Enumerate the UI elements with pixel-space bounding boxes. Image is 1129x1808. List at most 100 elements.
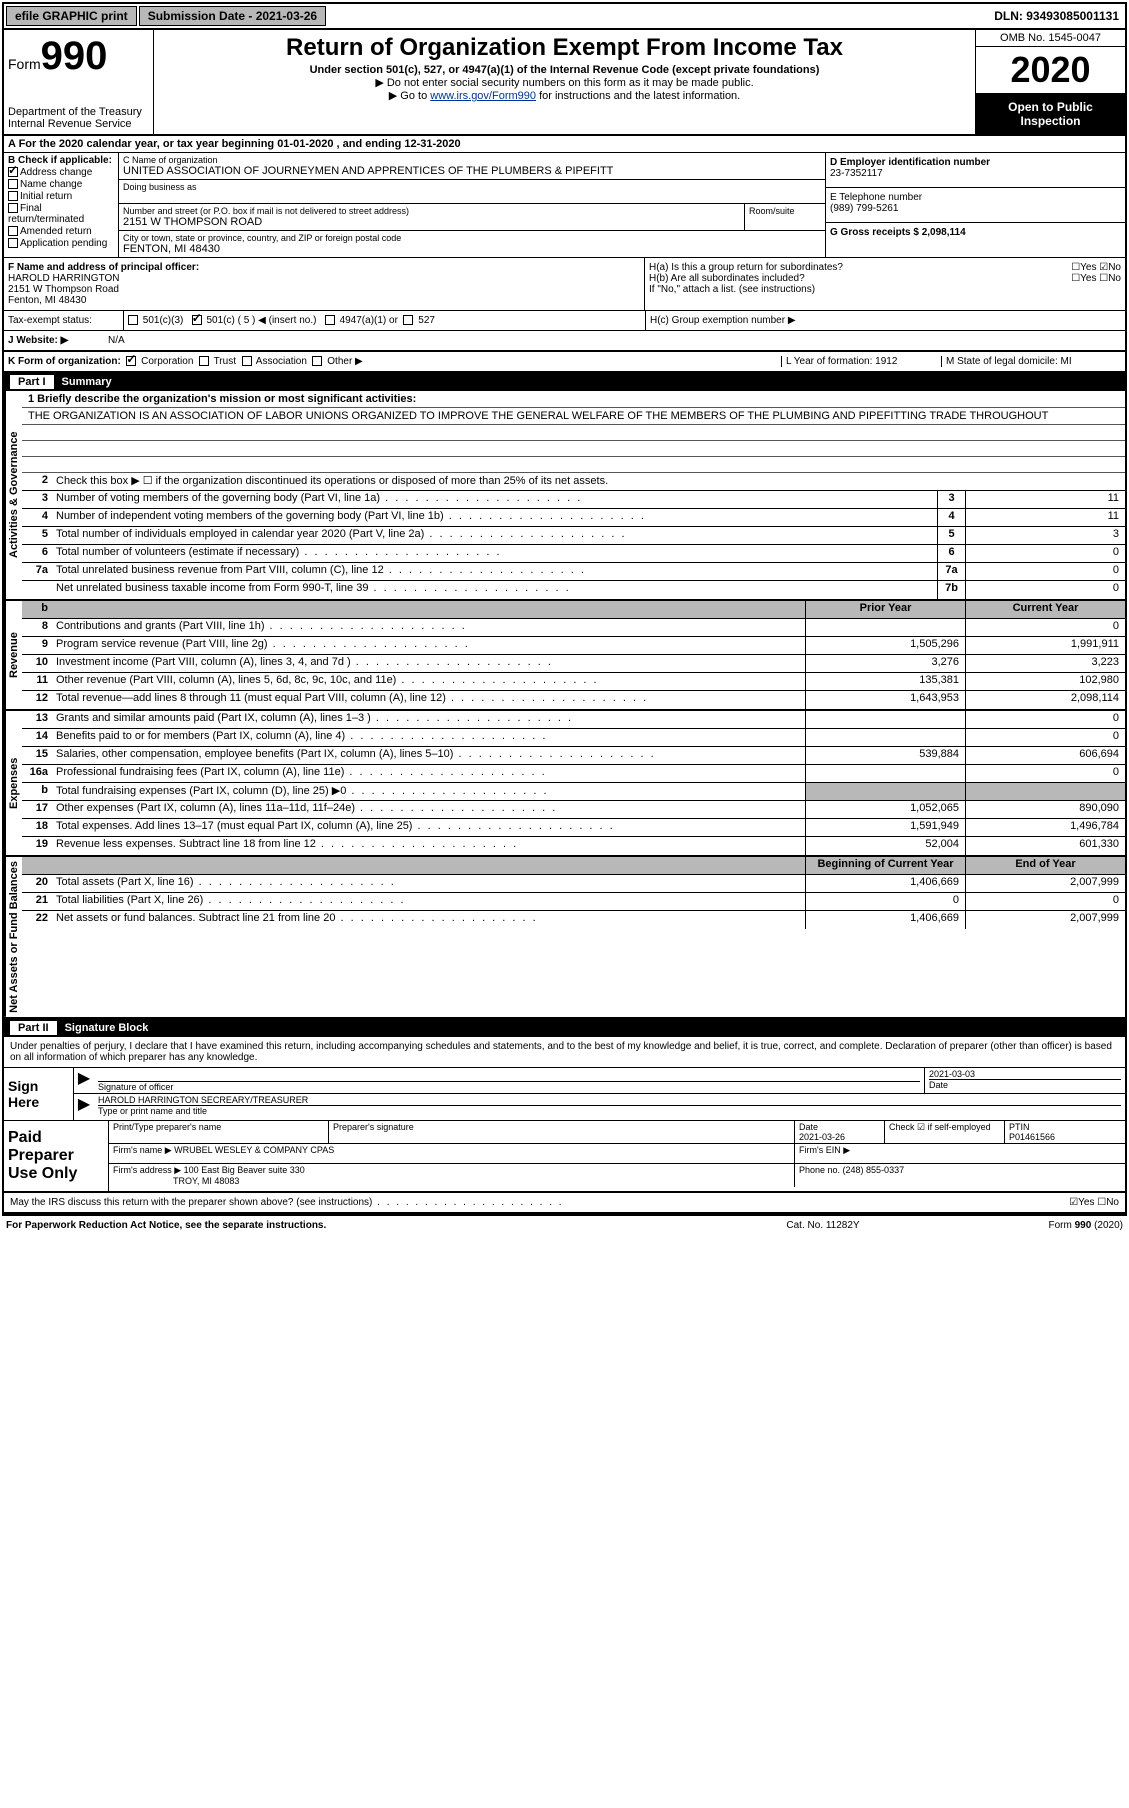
checkbox-icon[interactable] <box>8 191 18 201</box>
arrow-icon: ▶ <box>74 1094 94 1117</box>
checkbox-icon[interactable] <box>8 167 18 177</box>
paid-preparer-label: Paid Preparer Use Only <box>4 1121 109 1191</box>
prep-name-cell: Print/Type preparer's name <box>109 1121 329 1143</box>
ha-label: H(a) Is this a group return for subordin… <box>649 262 1071 273</box>
state-domicile: M State of legal domicile: MI <box>941 356 1121 367</box>
prep-sig-cell: Preparer's signature <box>329 1121 795 1143</box>
part-ii-title: Signature Block <box>65 1022 149 1034</box>
mission-blank-1 <box>22 425 1125 441</box>
signature-line-2: ▶ HAROLD HARRINGTON SECREARY/TREASURER T… <box>74 1094 1125 1117</box>
firm-addr-cell: Firm's address ▶ 100 East Big Beaver sui… <box>109 1164 795 1187</box>
ha-answer: ☐Yes ☑No <box>1071 262 1121 273</box>
prior-year-header: Prior Year <box>805 601 965 618</box>
part-i-header: Part I Summary <box>4 373 1125 391</box>
officer-name: HAROLD HARRINGTON <box>8 273 120 284</box>
street-label: Number and street (or P.O. box if mail i… <box>123 206 740 216</box>
korg-label: K Form of organization: <box>8 356 121 367</box>
check-address-change: Address change <box>8 167 114 178</box>
sig-officer-label: Signature of officer <box>98 1081 920 1092</box>
beginning-header: Beginning of Current Year <box>805 857 965 874</box>
name-address-col: C Name of organization UNITED ASSOCIATIO… <box>119 153 825 257</box>
exp-line: 13Grants and similar amounts paid (Part … <box>22 711 1125 729</box>
penalties-text: Under penalties of perjury, I declare th… <box>4 1037 1125 1067</box>
sig-officer-field: Signature of officer <box>94 1068 925 1093</box>
sign-body: ▶ Signature of officer 2021-03-03 Date ▶… <box>74 1068 1125 1120</box>
form-header: Form990 Department of the Treasury Inter… <box>4 30 1125 136</box>
part-ii-num: Part II <box>10 1021 57 1035</box>
officer-cell: F Name and address of principal officer:… <box>4 258 645 310</box>
header-right: OMB No. 1545-0047 2020 Open to Public In… <box>975 30 1125 134</box>
efile-print-button[interactable]: efile GRAPHIC print <box>6 6 137 26</box>
check-if-applicable: B Check if applicable: Address change Na… <box>4 153 119 257</box>
omb-number: OMB No. 1545-0047 <box>976 30 1125 47</box>
gov-line: 6Total number of volunteers (estimate if… <box>22 545 1125 563</box>
tax-status-row: Tax-exempt status: 501(c)(3) 501(c) ( 5 … <box>4 311 1125 331</box>
city-cell: City or town, state or province, country… <box>119 231 825 257</box>
entity-block: B Check if applicable: Address change Na… <box>4 153 1125 258</box>
checkbox-icon[interactable] <box>199 356 209 366</box>
rev-line: 12Total revenue—add lines 8 through 11 (… <box>22 691 1125 709</box>
checkbox-icon[interactable] <box>8 203 18 213</box>
gov-line: 7aTotal unrelated business revenue from … <box>22 563 1125 581</box>
form-990-page: efile GRAPHIC print Submission Date - 20… <box>2 2 1127 1216</box>
mission-text: THE ORGANIZATION IS AN ASSOCIATION OF LA… <box>22 408 1125 425</box>
topbar: efile GRAPHIC print Submission Date - 20… <box>4 4 1125 30</box>
sig-name-label: Type or print name and title <box>98 1105 1121 1116</box>
paid-preparer-row: Paid Preparer Use Only Print/Type prepar… <box>4 1121 1125 1193</box>
sign-here-label: Sign Here <box>4 1068 74 1120</box>
street-cell: Number and street (or P.O. box if mail i… <box>119 204 745 230</box>
checkbox-icon[interactable] <box>126 356 136 366</box>
room-cell: Room/suite <box>745 204 825 230</box>
preparer-line-1: Print/Type preparer's name Preparer's si… <box>109 1121 1125 1144</box>
endyear-header: End of Year <box>965 857 1125 874</box>
room-label: Room/suite <box>749 206 821 216</box>
net-line: 20Total assets (Part X, line 16)1,406,66… <box>22 875 1125 893</box>
city-value: FENTON, MI 48430 <box>123 243 821 255</box>
sign-here-row: Sign Here ▶ Signature of officer 2021-03… <box>4 1067 1125 1120</box>
hb-label: H(b) Are all subordinates included? <box>649 273 1071 284</box>
status-options: 501(c)(3) 501(c) ( 5 ) ◀ (insert no.) 49… <box>124 311 645 330</box>
status-label: Tax-exempt status: <box>4 311 124 330</box>
prep-check-cell: Check ☑ if self-employed <box>885 1121 1005 1143</box>
exp-line: 18Total expenses. Add lines 13–17 (must … <box>22 819 1125 837</box>
hb-note: If "No," attach a list. (see instruction… <box>649 284 1121 295</box>
footer-left: For Paperwork Reduction Act Notice, see … <box>6 1220 723 1231</box>
governance-body: 1 Briefly describe the organization's mi… <box>22 391 1125 599</box>
checkbox-icon[interactable] <box>192 315 202 325</box>
form-title: Return of Organization Exempt From Incom… <box>158 34 971 62</box>
check-b-label: B Check if applicable: <box>8 155 112 166</box>
checkbox-icon[interactable] <box>242 356 252 366</box>
checkbox-icon[interactable] <box>325 315 335 325</box>
ein-value: 23-7352117 <box>830 168 883 179</box>
checkbox-icon[interactable] <box>8 226 18 236</box>
org-name-value: UNITED ASSOCIATION OF JOURNEYMEN AND APP… <box>123 165 821 177</box>
current-year-header: Current Year <box>965 601 1125 618</box>
mission-line-1: 1 Briefly describe the organization's mi… <box>22 391 1125 408</box>
checkbox-icon[interactable] <box>128 315 138 325</box>
form-number: Form990 <box>8 34 149 79</box>
checkbox-icon[interactable] <box>403 315 413 325</box>
footer-center: Cat. No. 11282Y <box>723 1220 923 1231</box>
form-note-2: ▶ Go to www.irs.gov/Form990 for instruct… <box>158 89 971 102</box>
exp-line: 14Benefits paid to or for members (Part … <box>22 729 1125 747</box>
hb-answer: ☐Yes ☐No <box>1071 273 1121 284</box>
gov-line: 3Number of voting members of the governi… <box>22 491 1125 509</box>
discuss-answer: ☑Yes ☐No <box>1069 1197 1119 1208</box>
checkbox-icon[interactable] <box>8 179 18 189</box>
governance-sidelabel: Activities & Governance <box>4 391 22 599</box>
preparer-line-3: Firm's address ▶ 100 East Big Beaver sui… <box>109 1164 1125 1187</box>
irs-link[interactable]: www.irs.gov/Form990 <box>430 90 536 102</box>
exp-line: 16aProfessional fundraising fees (Part I… <box>22 765 1125 783</box>
checkbox-icon[interactable] <box>312 356 322 366</box>
checkbox-icon[interactable] <box>8 238 18 248</box>
form-of-org-row: K Form of organization: Corporation Trus… <box>4 352 1125 373</box>
officer-addr2: Fenton, MI 48430 <box>8 295 86 306</box>
gov-line: 5Total number of individuals employed in… <box>22 527 1125 545</box>
net-line: 21Total liabilities (Part X, line 26)00 <box>22 893 1125 911</box>
part-ii-header: Part II Signature Block <box>4 1019 1125 1037</box>
mission-blank-3 <box>22 457 1125 473</box>
arrow-icon: ▶ <box>74 1068 94 1093</box>
firm-phone-cell: Phone no. (248) 855-0337 <box>795 1164 1125 1187</box>
exp-line: 19Revenue less expenses. Subtract line 1… <box>22 837 1125 855</box>
expenses-body: 13Grants and similar amounts paid (Part … <box>22 711 1125 855</box>
